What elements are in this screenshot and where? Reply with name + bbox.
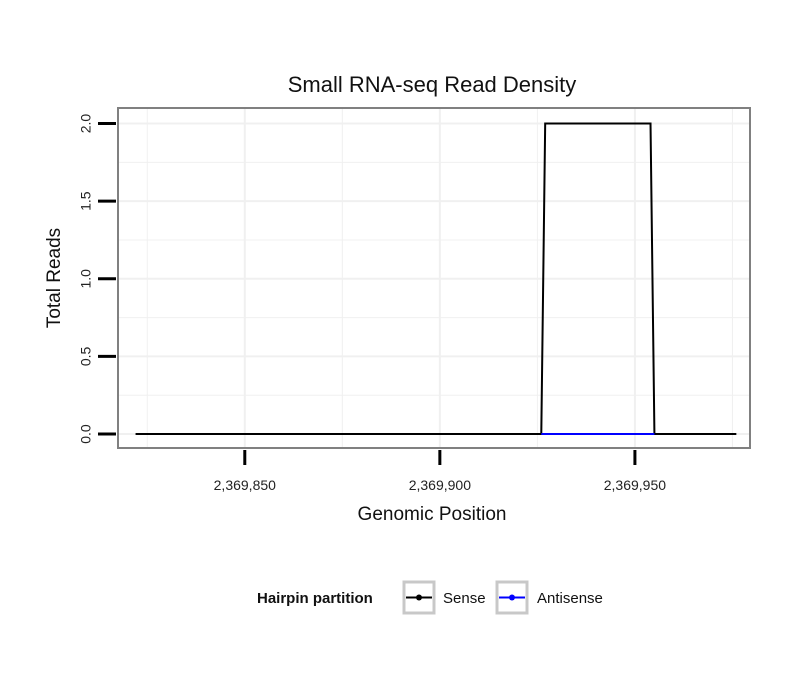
legend-point-antisense: [509, 594, 515, 601]
x-tick-label: 2,369,900: [409, 477, 471, 493]
grid-lines: [118, 108, 750, 448]
x-tick-label: 2,369,850: [214, 477, 276, 493]
x-axis-title: Genomic Position: [358, 504, 507, 525]
y-tick-label: 1.0: [78, 269, 94, 289]
axis-ticks: 2,369,850 2,369,900 2,369,950 0.0 0.5 1.0 1.5 2…: [78, 114, 667, 493]
legend: Hairpin partition Sense Antisense: [257, 580, 603, 615]
legend-title: Hairpin partition: [257, 590, 373, 607]
plot-panel: [117, 107, 751, 449]
x-tick-label: 2,369,950: [604, 477, 666, 493]
y-tick-label: 0.5: [78, 346, 94, 366]
y-tick-label: 2.0: [78, 114, 94, 134]
y-tick-label: 0.0: [78, 424, 94, 444]
chart-title: Small RNA-seq Read Density: [288, 72, 577, 97]
series-lines: [135, 122, 737, 436]
y-axis-title: Total Reads: [44, 228, 65, 328]
legend-label-antisense: Antisense: [537, 590, 603, 607]
y-tick-label: 1.5: [78, 191, 94, 211]
legend-label-sense: Sense: [443, 590, 486, 607]
legend-point-sense: [416, 594, 422, 601]
series-line-sense: [135, 122, 737, 436]
